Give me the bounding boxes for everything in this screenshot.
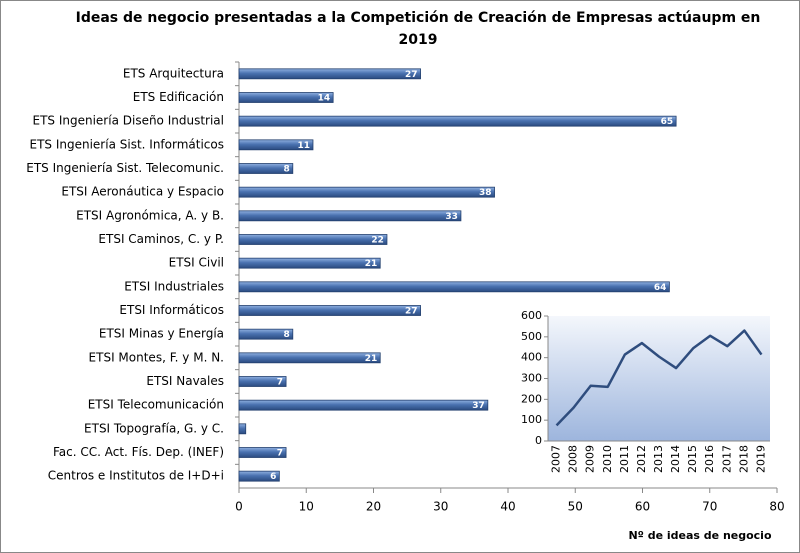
- x-tick-label: 30: [433, 500, 448, 514]
- y-tick-label: 200: [521, 392, 542, 405]
- y-tick-label: 100: [521, 413, 542, 426]
- bar: [238, 352, 381, 364]
- x-tick-label: 60: [635, 500, 650, 514]
- data-label: 8: [284, 165, 290, 175]
- y-tick-label: ETSI Agronómica, A. y B.: [76, 208, 224, 222]
- x-tick-label: 2016: [703, 445, 716, 473]
- x-tick-label: 2019: [754, 445, 767, 473]
- data-label: 33: [445, 212, 458, 222]
- x-tick-label: 70: [702, 500, 717, 514]
- data-label: 14: [318, 94, 331, 104]
- bar: [238, 257, 381, 269]
- data-label: 7: [277, 449, 283, 459]
- x-tick-label: 2008: [567, 445, 580, 473]
- data-label: 8: [284, 330, 290, 340]
- x-tick-label: 50: [568, 500, 583, 514]
- y-tick-label: ETSI Informáticos: [119, 303, 224, 317]
- data-label: 27: [405, 70, 418, 80]
- y-tick-label: ETSI Telecomunicación: [88, 398, 224, 412]
- x-tick-label: 2015: [686, 445, 699, 473]
- data-label: 64: [654, 283, 667, 293]
- y-tick-label: ETSI Navales: [146, 374, 224, 388]
- x-tick-label: 2014: [669, 445, 682, 473]
- bar: [238, 210, 462, 222]
- data-label: 37: [472, 401, 485, 411]
- data-label: 22: [371, 236, 384, 246]
- x-tick-label: 2012: [635, 445, 648, 473]
- y-tick-label: ETS Ingeniería Sist. Telecomunic.: [26, 161, 224, 175]
- bar: [238, 447, 287, 458]
- x-tick-label: 80: [769, 500, 784, 514]
- x-tick-label: 2010: [601, 445, 614, 473]
- x-axis-label: Nº de ideas de negocio: [628, 529, 771, 542]
- x-tick-label: 2013: [652, 445, 665, 473]
- bar: [238, 376, 287, 387]
- x-tick-label: 10: [299, 500, 314, 514]
- x-tick-label: 2017: [720, 445, 733, 473]
- bar: [238, 115, 677, 127]
- x-tick-label: 2007: [550, 445, 563, 473]
- y-tick-label: ETS Ingeniería Sist. Informáticos: [30, 137, 225, 151]
- line: [555, 329, 763, 427]
- y-tick-label: Fac. CC. Act. Fís. Dep. (INEF): [53, 445, 224, 459]
- x-tick-label: 40: [500, 500, 515, 514]
- y-tick-label: 300: [521, 372, 542, 385]
- y-tick-label: 500: [521, 330, 542, 343]
- bar: [238, 423, 247, 435]
- bar: [238, 281, 670, 293]
- y-tick-label: ETSI Aeronáutica y Espacio: [61, 185, 224, 199]
- data-label: 6: [270, 472, 276, 482]
- data-label: 38: [479, 188, 492, 198]
- data-label: 11: [297, 141, 310, 151]
- x-tick-label: 2018: [737, 445, 750, 473]
- bar: [238, 328, 294, 340]
- y-tick-label: Centros e Institutos de I+D+i: [48, 469, 224, 483]
- chart-title: Ideas de negocio presentadas a la Compet…: [76, 10, 761, 48]
- y-tick-label: ETSI Industriales: [124, 279, 224, 293]
- bar: [238, 186, 495, 198]
- x-tick-label: 2009: [584, 445, 597, 473]
- y-tick-label: ETSI Caminos, C. y P.: [98, 232, 224, 246]
- bar: [238, 68, 421, 80]
- inset-plot-area: [548, 316, 770, 441]
- y-tick-label: ETS Edificación: [133, 90, 224, 104]
- y-tick-label: ETSI Minas y Energía: [99, 327, 224, 341]
- bar: [238, 234, 388, 245]
- bar: [238, 470, 280, 482]
- x-tick-label: 20: [366, 500, 381, 514]
- y-tick-label: 600: [521, 309, 542, 322]
- y-tick-label: 400: [521, 351, 542, 364]
- y-tick-label: ETSI Montes, F. y M. N.: [89, 350, 224, 364]
- data-label: 65: [661, 117, 674, 127]
- data-label: 7: [277, 378, 283, 388]
- y-tick-label: ETS Arquitectura: [123, 66, 224, 80]
- bar: [238, 163, 294, 174]
- data-label: 21: [365, 354, 378, 364]
- y-tick-label: ETSI Civil: [169, 256, 224, 270]
- x-tick-label: 2011: [618, 445, 631, 473]
- data-label: 27: [405, 307, 418, 317]
- bar: [238, 305, 421, 316]
- y-tick-label: ETS Ingeniería Diseño Industrial: [33, 114, 225, 128]
- y-tick-label: ETSI Topografía, G. y C.: [84, 421, 224, 435]
- bar: [238, 399, 489, 411]
- x-tick-label: 0: [235, 500, 243, 514]
- bar: [238, 139, 314, 151]
- y-tick-label: 0: [535, 434, 542, 447]
- bar: [238, 92, 334, 103]
- data-label: 21: [365, 259, 378, 269]
